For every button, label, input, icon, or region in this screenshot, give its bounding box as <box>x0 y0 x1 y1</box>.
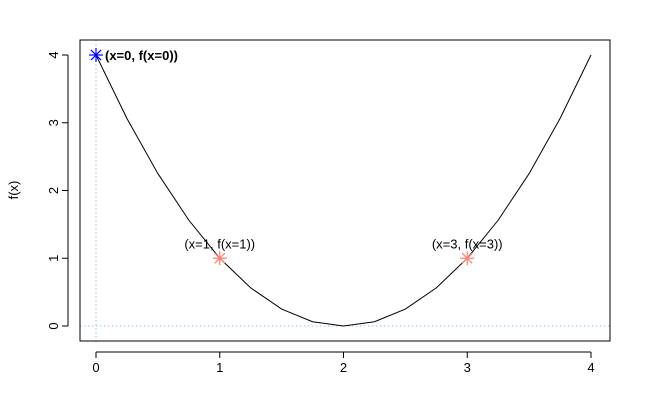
x-tick-label: 0 <box>92 360 99 375</box>
point-label: (x=1, f(x=1)) <box>184 236 255 251</box>
data-point <box>212 251 227 266</box>
x-tick-label: 3 <box>464 360 471 375</box>
x-tick-label: 4 <box>587 360 594 375</box>
plot-frame <box>79 39 611 342</box>
point-label: (x=0, f(x=0)) <box>105 48 178 63</box>
data-point <box>89 48 103 62</box>
y-axis-label: f(x) <box>6 181 21 200</box>
y-tick-label: 4 <box>46 51 61 58</box>
point-marker-stroke <box>214 252 226 264</box>
series-line <box>95 54 592 327</box>
x-tick-label: 2 <box>340 360 347 375</box>
y-tick-label: 1 <box>46 255 61 262</box>
data-point <box>460 251 475 266</box>
point-marker-stroke <box>461 252 473 264</box>
y-tick-label: 0 <box>46 322 61 329</box>
point-label: (x=3, f(x=3)) <box>432 236 503 251</box>
y-tick-label: 3 <box>46 119 61 126</box>
x-tick-label: 1 <box>216 360 223 375</box>
y-tick-label: 2 <box>46 187 61 194</box>
point-marker-stroke <box>90 49 102 61</box>
